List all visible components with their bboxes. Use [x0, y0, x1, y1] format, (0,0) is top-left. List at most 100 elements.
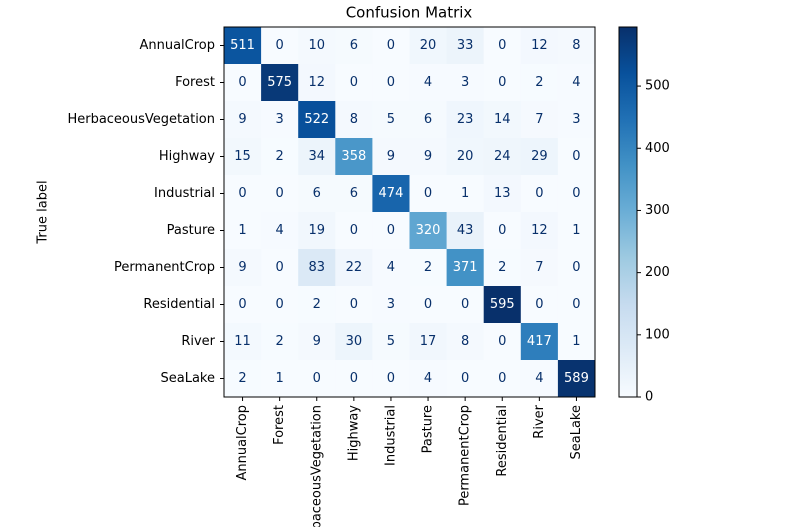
- cell: [372, 138, 410, 176]
- cell: [520, 286, 559, 324]
- cell-label: 0: [276, 260, 284, 275]
- cell: [483, 360, 522, 398]
- cell-label: 0: [461, 297, 469, 312]
- cell: [483, 249, 522, 287]
- cell-label: 6: [313, 186, 321, 201]
- cell-label: 83: [308, 260, 325, 275]
- cell: [557, 175, 596, 213]
- cell-label: 14: [494, 112, 511, 127]
- cell-label: 2: [238, 371, 246, 386]
- cell-label: 15: [234, 149, 251, 164]
- cell: [335, 286, 373, 324]
- cell: [224, 360, 262, 398]
- cell: [409, 249, 448, 287]
- cell: [409, 64, 448, 102]
- y-tick-label: Forest: [175, 75, 215, 90]
- cell: [446, 101, 485, 139]
- cell: [224, 27, 262, 65]
- x-tick-label: Pasture: [421, 405, 436, 453]
- cell: [298, 360, 336, 398]
- cell-label: 5: [387, 334, 395, 349]
- cell: [261, 138, 299, 176]
- x-tick-label: Industrial: [383, 405, 398, 466]
- x-tick-label: Highway: [346, 405, 361, 461]
- colorbar-tick-label: 400: [645, 141, 670, 156]
- cell-label: 9: [424, 149, 432, 164]
- cell: [483, 138, 522, 176]
- cell: [372, 101, 410, 139]
- cell-label: 0: [461, 371, 469, 386]
- cell-label: 17: [420, 334, 437, 349]
- x-tick-label: Residential: [495, 405, 510, 477]
- y-tick-label: AnnualCrop: [139, 38, 215, 53]
- cell: [446, 64, 485, 102]
- cell: [409, 286, 448, 324]
- cell: [261, 360, 299, 398]
- cell: [446, 138, 485, 176]
- cell-label: 4: [387, 260, 395, 275]
- cell-label: 23: [457, 112, 474, 127]
- cell: [446, 323, 485, 361]
- cell-label: 0: [238, 297, 246, 312]
- y-tick-label: HerbaceousVegetation: [67, 112, 215, 127]
- cell: [298, 175, 336, 213]
- cell-label: 0: [572, 149, 580, 164]
- cell-label: 0: [350, 223, 358, 238]
- plot-frame: [223, 26, 596, 398]
- cell-label: 0: [276, 297, 284, 312]
- colorbar-tick-label: 0: [645, 390, 653, 405]
- cell: [224, 138, 262, 176]
- cell-label: 22: [346, 260, 363, 275]
- cell: [335, 27, 373, 65]
- cell: [298, 64, 336, 102]
- cell-label: 474: [379, 186, 404, 201]
- cell-label: 589: [564, 371, 589, 386]
- cell: [261, 212, 299, 250]
- cell: [483, 323, 522, 361]
- cell: [372, 323, 410, 361]
- cell: [557, 64, 596, 102]
- cell: [335, 101, 373, 139]
- cell-label: 4: [535, 371, 543, 386]
- cell-label: 8: [350, 112, 358, 127]
- cell-label: 0: [350, 371, 358, 386]
- cell-label: 371: [453, 260, 478, 275]
- cell-label: 0: [424, 186, 432, 201]
- cell: [298, 212, 336, 250]
- cell-label: 6: [350, 38, 358, 53]
- cell-label: 4: [424, 75, 432, 90]
- cell-label: 7: [535, 260, 543, 275]
- cell-label: 0: [572, 260, 580, 275]
- cell-label: 1: [276, 371, 284, 386]
- cell-label: 19: [308, 223, 325, 238]
- cell-label: 0: [387, 223, 395, 238]
- cell: [446, 175, 485, 213]
- cell-label: 0: [572, 186, 580, 201]
- cell-label: 320: [416, 223, 441, 238]
- cell: [520, 212, 559, 250]
- cell-label: 7: [535, 112, 543, 127]
- cell: [557, 249, 596, 287]
- cell-label: 9: [238, 260, 246, 275]
- cell-label: 0: [498, 334, 506, 349]
- cell: [261, 27, 299, 65]
- cell: [483, 212, 522, 250]
- cell: [224, 101, 262, 139]
- cell: [483, 101, 522, 139]
- cell-label: 0: [498, 223, 506, 238]
- cell-label: 29: [531, 149, 548, 164]
- cell-label: 20: [420, 38, 437, 53]
- cell-label: 595: [490, 297, 515, 312]
- cell-label: 522: [304, 112, 329, 127]
- cell-label: 30: [346, 334, 363, 349]
- cell-label: 13: [494, 186, 511, 201]
- cell-label: 8: [461, 334, 469, 349]
- cell: [520, 64, 559, 102]
- x-tick-label: SeaLake: [569, 405, 584, 460]
- cell-label: 12: [531, 38, 548, 53]
- cell: [335, 323, 373, 361]
- cell-label: 0: [498, 75, 506, 90]
- cell: [409, 212, 448, 250]
- y-axis-label: True label: [36, 180, 51, 244]
